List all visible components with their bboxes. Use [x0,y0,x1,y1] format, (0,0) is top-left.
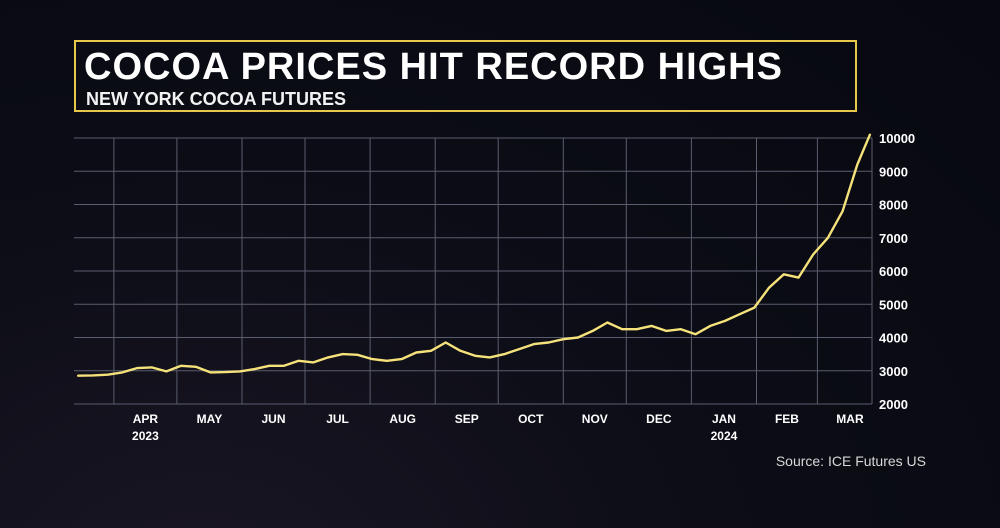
x-tick-label: OCT [518,412,544,426]
y-tick-label: 6000 [879,264,908,279]
y-tick-label: 5000 [879,297,908,312]
chart-subtitle: NEW YORK COCOA FUTURES [86,89,347,109]
x-tick-label: AUG [389,412,416,426]
y-tick-label: 10000 [879,131,915,146]
source-note: Source: ICE Futures US [775,453,926,469]
x-tick-label: JAN [712,412,736,426]
y-tick-label: 8000 [879,198,908,213]
x-tick-label: DEC [646,412,672,426]
x-tick-label: MAY [197,412,223,426]
title-box: COCOA PRICES HIT RECORD HIGHS NEW YORK C… [74,40,857,112]
x-tick-year-label: 2024 [711,429,738,443]
chart-title: COCOA PRICES HIT RECORD HIGHS [84,46,783,88]
x-tick-year-label: 2023 [132,429,159,443]
x-tick-label: JUL [326,412,349,426]
y-tick-label: 7000 [879,231,908,246]
y-tick-label: 4000 [879,331,908,346]
x-tick-label: MAR [836,412,864,426]
x-tick-label: FEB [775,412,799,426]
y-tick-label: 3000 [879,364,908,379]
x-tick-label: SEP [455,412,479,426]
x-tick-label: NOV [582,412,608,426]
x-tick-label: JUN [261,412,285,426]
price-series-line [76,133,872,377]
y-tick-label: 9000 [879,164,908,179]
y-tick-label: 2000 [879,397,908,412]
x-tick-label: APR [133,412,159,426]
